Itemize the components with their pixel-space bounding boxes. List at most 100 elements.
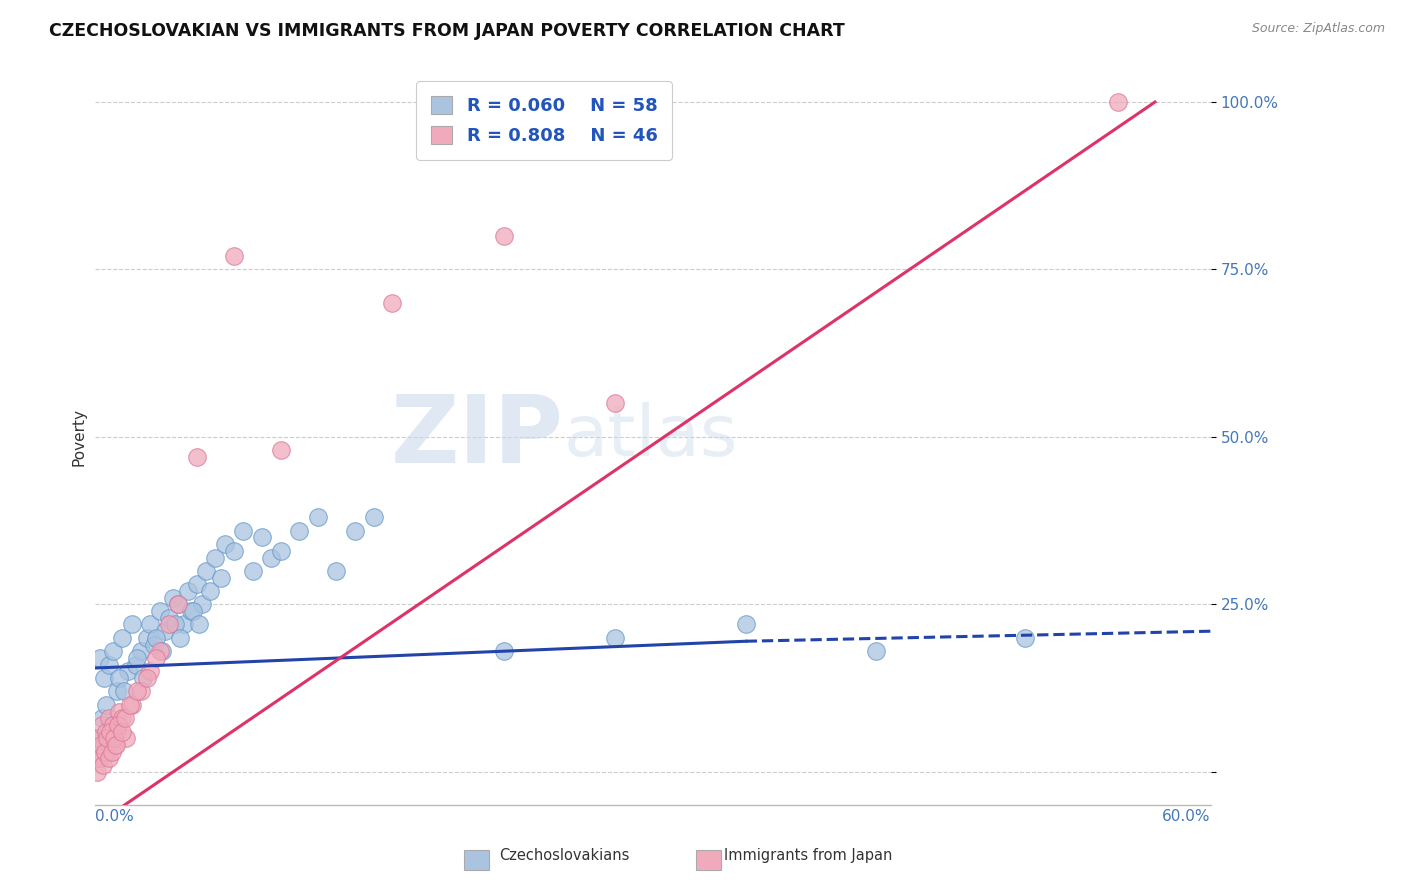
Point [139, 617, 162, 632]
Point [260, 550, 283, 565]
Text: ZIP: ZIP [391, 391, 564, 483]
Point [209, 571, 232, 585]
Point [180, 604, 202, 618]
Point [91, 711, 114, 725]
Point [93, 738, 115, 752]
Point [307, 510, 329, 524]
Point [117, 665, 139, 679]
Point [1107, 95, 1129, 109]
Point [90, 738, 112, 752]
Text: Immigrants from Japan: Immigrants from Japan [724, 848, 893, 863]
Point [129, 644, 152, 658]
Point [118, 698, 141, 712]
Point [167, 598, 190, 612]
Point [87, 731, 110, 746]
Point [162, 591, 184, 605]
Legend: R = 0.060    N = 58, R = 0.808    N = 46: R = 0.060 N = 58, R = 0.808 N = 46 [416, 81, 672, 160]
Point [139, 665, 162, 679]
Point [110, 724, 132, 739]
Point [135, 671, 157, 685]
Point [145, 631, 167, 645]
Point [111, 711, 134, 725]
Point [492, 229, 515, 244]
Point [114, 711, 136, 725]
Point [107, 671, 129, 685]
Point [94, 724, 117, 739]
Point [97, 745, 120, 759]
Point [115, 731, 138, 746]
Point [214, 537, 236, 551]
Point [105, 724, 128, 739]
Point [101, 718, 124, 732]
Point [86, 745, 108, 759]
Text: atlas: atlas [564, 402, 738, 472]
Point [186, 577, 208, 591]
Point [86, 764, 108, 779]
Point [87, 731, 110, 746]
Y-axis label: Poverty: Poverty [72, 408, 86, 466]
Point [100, 731, 122, 746]
Point [204, 550, 226, 565]
Point [94, 698, 117, 712]
Point [155, 624, 177, 639]
Point [191, 598, 214, 612]
Text: 0.0%: 0.0% [94, 809, 134, 823]
Point [89, 751, 111, 765]
Point [104, 738, 127, 752]
Point [186, 450, 208, 464]
Point [605, 396, 627, 410]
Point [93, 671, 115, 685]
Point [107, 705, 129, 719]
Point [167, 598, 190, 612]
Point [157, 617, 180, 632]
Point [157, 611, 180, 625]
Point [121, 698, 143, 712]
Point [121, 617, 143, 632]
Point [98, 711, 121, 725]
Point [232, 524, 254, 538]
Point [94, 745, 117, 759]
Point [181, 604, 204, 618]
Point [100, 724, 122, 739]
Point [149, 604, 172, 618]
Point [89, 751, 111, 765]
Point [242, 564, 264, 578]
Point [105, 684, 128, 698]
Point [101, 745, 124, 759]
Point [104, 738, 127, 752]
Point [150, 644, 173, 658]
Point [173, 617, 195, 632]
Point [98, 657, 121, 672]
Text: CZECHOSLOVAKIAN VS IMMIGRANTS FROM JAPAN POVERTY CORRELATION CHART: CZECHOSLOVAKIAN VS IMMIGRANTS FROM JAPAN… [49, 22, 845, 40]
Point [135, 631, 157, 645]
Point [91, 758, 114, 772]
Point [129, 684, 152, 698]
Point [288, 524, 311, 538]
Point [127, 684, 149, 698]
Point [734, 617, 756, 632]
Point [107, 718, 129, 732]
Text: Source: ZipAtlas.com: Source: ZipAtlas.com [1251, 22, 1385, 36]
Point [363, 510, 385, 524]
Point [127, 651, 149, 665]
Point [1014, 631, 1036, 645]
Point [112, 684, 135, 698]
Point [169, 631, 191, 645]
Point [187, 617, 209, 632]
Point [492, 644, 515, 658]
Point [605, 631, 627, 645]
Text: 60.0%: 60.0% [1163, 809, 1211, 823]
Point [91, 718, 114, 732]
Point [224, 249, 246, 263]
Point [865, 644, 887, 658]
Point [89, 651, 111, 665]
Point [163, 617, 186, 632]
Point [270, 544, 292, 558]
Point [111, 631, 134, 645]
Point [198, 584, 221, 599]
Point [97, 751, 120, 765]
Point [149, 644, 172, 658]
Point [176, 584, 198, 599]
Point [96, 731, 118, 746]
Point [224, 544, 246, 558]
